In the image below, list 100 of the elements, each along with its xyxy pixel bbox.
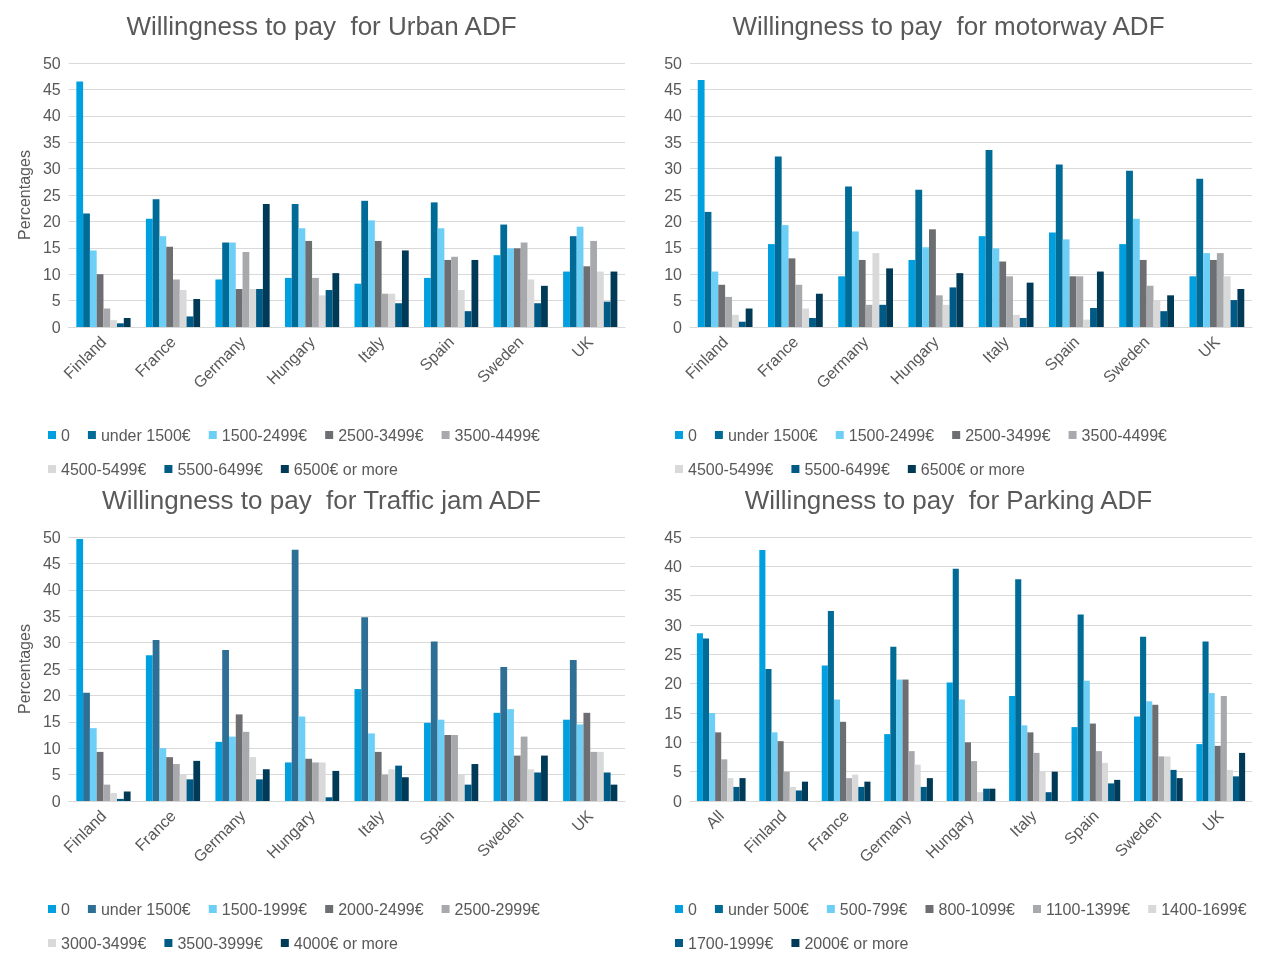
bar bbox=[890, 646, 897, 801]
legend-label: 6500€ or more bbox=[293, 460, 398, 478]
bar bbox=[1170, 769, 1177, 801]
bar bbox=[89, 728, 97, 801]
y-tick-label: 25 bbox=[42, 660, 61, 678]
bar bbox=[999, 261, 1007, 327]
bar bbox=[583, 712, 591, 801]
y-tick-label: 15 bbox=[42, 713, 61, 731]
legend-label: under 1500€ bbox=[100, 426, 191, 444]
bar bbox=[186, 779, 194, 801]
y-tick-label: 15 bbox=[664, 704, 683, 722]
bar bbox=[145, 218, 153, 327]
bar bbox=[783, 771, 790, 801]
bar bbox=[815, 293, 823, 327]
bar bbox=[935, 295, 943, 327]
bar bbox=[215, 741, 223, 801]
bar bbox=[915, 189, 923, 327]
bar bbox=[1133, 716, 1141, 801]
bar bbox=[173, 764, 180, 801]
bar bbox=[908, 751, 915, 801]
bar bbox=[541, 755, 548, 801]
bar bbox=[424, 722, 431, 801]
bar bbox=[215, 279, 223, 327]
x-tick-label: Italy bbox=[1006, 806, 1040, 840]
bar bbox=[1108, 783, 1115, 801]
bar bbox=[444, 259, 452, 327]
y-tick-label: 35 bbox=[664, 587, 683, 605]
bar bbox=[696, 633, 703, 801]
y-tick-label: 15 bbox=[664, 239, 683, 257]
y-tick-label: 20 bbox=[664, 675, 683, 693]
bar bbox=[711, 271, 719, 327]
bar bbox=[1006, 276, 1013, 327]
bar bbox=[709, 713, 716, 801]
y-tick-label: 10 bbox=[42, 265, 61, 283]
bar bbox=[312, 762, 319, 801]
bar bbox=[123, 318, 131, 327]
bar bbox=[777, 741, 784, 801]
y-tick-label: 25 bbox=[664, 645, 683, 663]
bar bbox=[401, 250, 409, 327]
bar bbox=[922, 247, 930, 327]
bar bbox=[958, 699, 965, 801]
bar bbox=[1167, 295, 1175, 327]
bar bbox=[354, 283, 362, 327]
bar bbox=[424, 277, 431, 327]
bar bbox=[879, 304, 887, 327]
bar bbox=[721, 759, 728, 801]
bar bbox=[771, 732, 778, 801]
bar bbox=[1026, 282, 1034, 327]
bar bbox=[166, 246, 173, 327]
bar bbox=[983, 788, 990, 801]
bar bbox=[291, 549, 299, 801]
bar bbox=[312, 277, 319, 327]
y-tick-label: 25 bbox=[664, 186, 683, 204]
y-tick-label: 35 bbox=[42, 133, 61, 151]
legend-label: 1100-1399€ bbox=[1045, 900, 1131, 918]
bar bbox=[117, 798, 124, 801]
bar bbox=[603, 772, 611, 801]
chart-title: Willingness to pay for Urban ADF bbox=[126, 11, 517, 41]
y-tick-label: 20 bbox=[42, 686, 61, 704]
bar bbox=[801, 781, 809, 801]
bar bbox=[89, 250, 97, 327]
bar bbox=[795, 284, 803, 327]
bar bbox=[956, 273, 964, 327]
bar bbox=[395, 765, 402, 801]
bar bbox=[262, 203, 270, 327]
bar bbox=[103, 308, 111, 327]
bar bbox=[354, 689, 362, 801]
y-tick-label: 20 bbox=[664, 212, 683, 230]
bar bbox=[1062, 239, 1070, 327]
bar bbox=[1009, 695, 1016, 801]
bar bbox=[464, 311, 472, 327]
bar bbox=[513, 755, 521, 801]
bar bbox=[738, 321, 746, 327]
y-axis-title: Percentages bbox=[15, 624, 33, 714]
bar bbox=[1021, 725, 1028, 801]
bar bbox=[193, 299, 201, 327]
bar bbox=[858, 259, 866, 327]
bar bbox=[1146, 701, 1153, 801]
y-tick-label: 45 bbox=[42, 554, 61, 572]
bar bbox=[718, 284, 726, 327]
y-tick-label: 30 bbox=[664, 616, 683, 634]
legend-label: 1500-2499€ bbox=[221, 426, 308, 444]
bar bbox=[833, 699, 841, 801]
y-tick-label: 30 bbox=[42, 634, 61, 652]
bar bbox=[291, 203, 299, 327]
y-tick-label: 10 bbox=[664, 265, 683, 283]
bar bbox=[908, 259, 916, 327]
legend-label: 5500-6499€ bbox=[177, 460, 263, 478]
bar bbox=[978, 236, 986, 327]
bar bbox=[173, 279, 180, 327]
bar bbox=[1033, 752, 1040, 801]
x-tick-label: UK bbox=[568, 332, 597, 361]
legend-label: 1500-1999€ bbox=[221, 900, 308, 918]
bar bbox=[992, 248, 1000, 327]
bar bbox=[430, 202, 438, 327]
legend-label: 1400-1699€ bbox=[1161, 900, 1247, 918]
bar bbox=[374, 751, 382, 801]
bar bbox=[821, 665, 828, 801]
x-tick-label: UK bbox=[1199, 806, 1228, 835]
bar bbox=[117, 323, 124, 327]
